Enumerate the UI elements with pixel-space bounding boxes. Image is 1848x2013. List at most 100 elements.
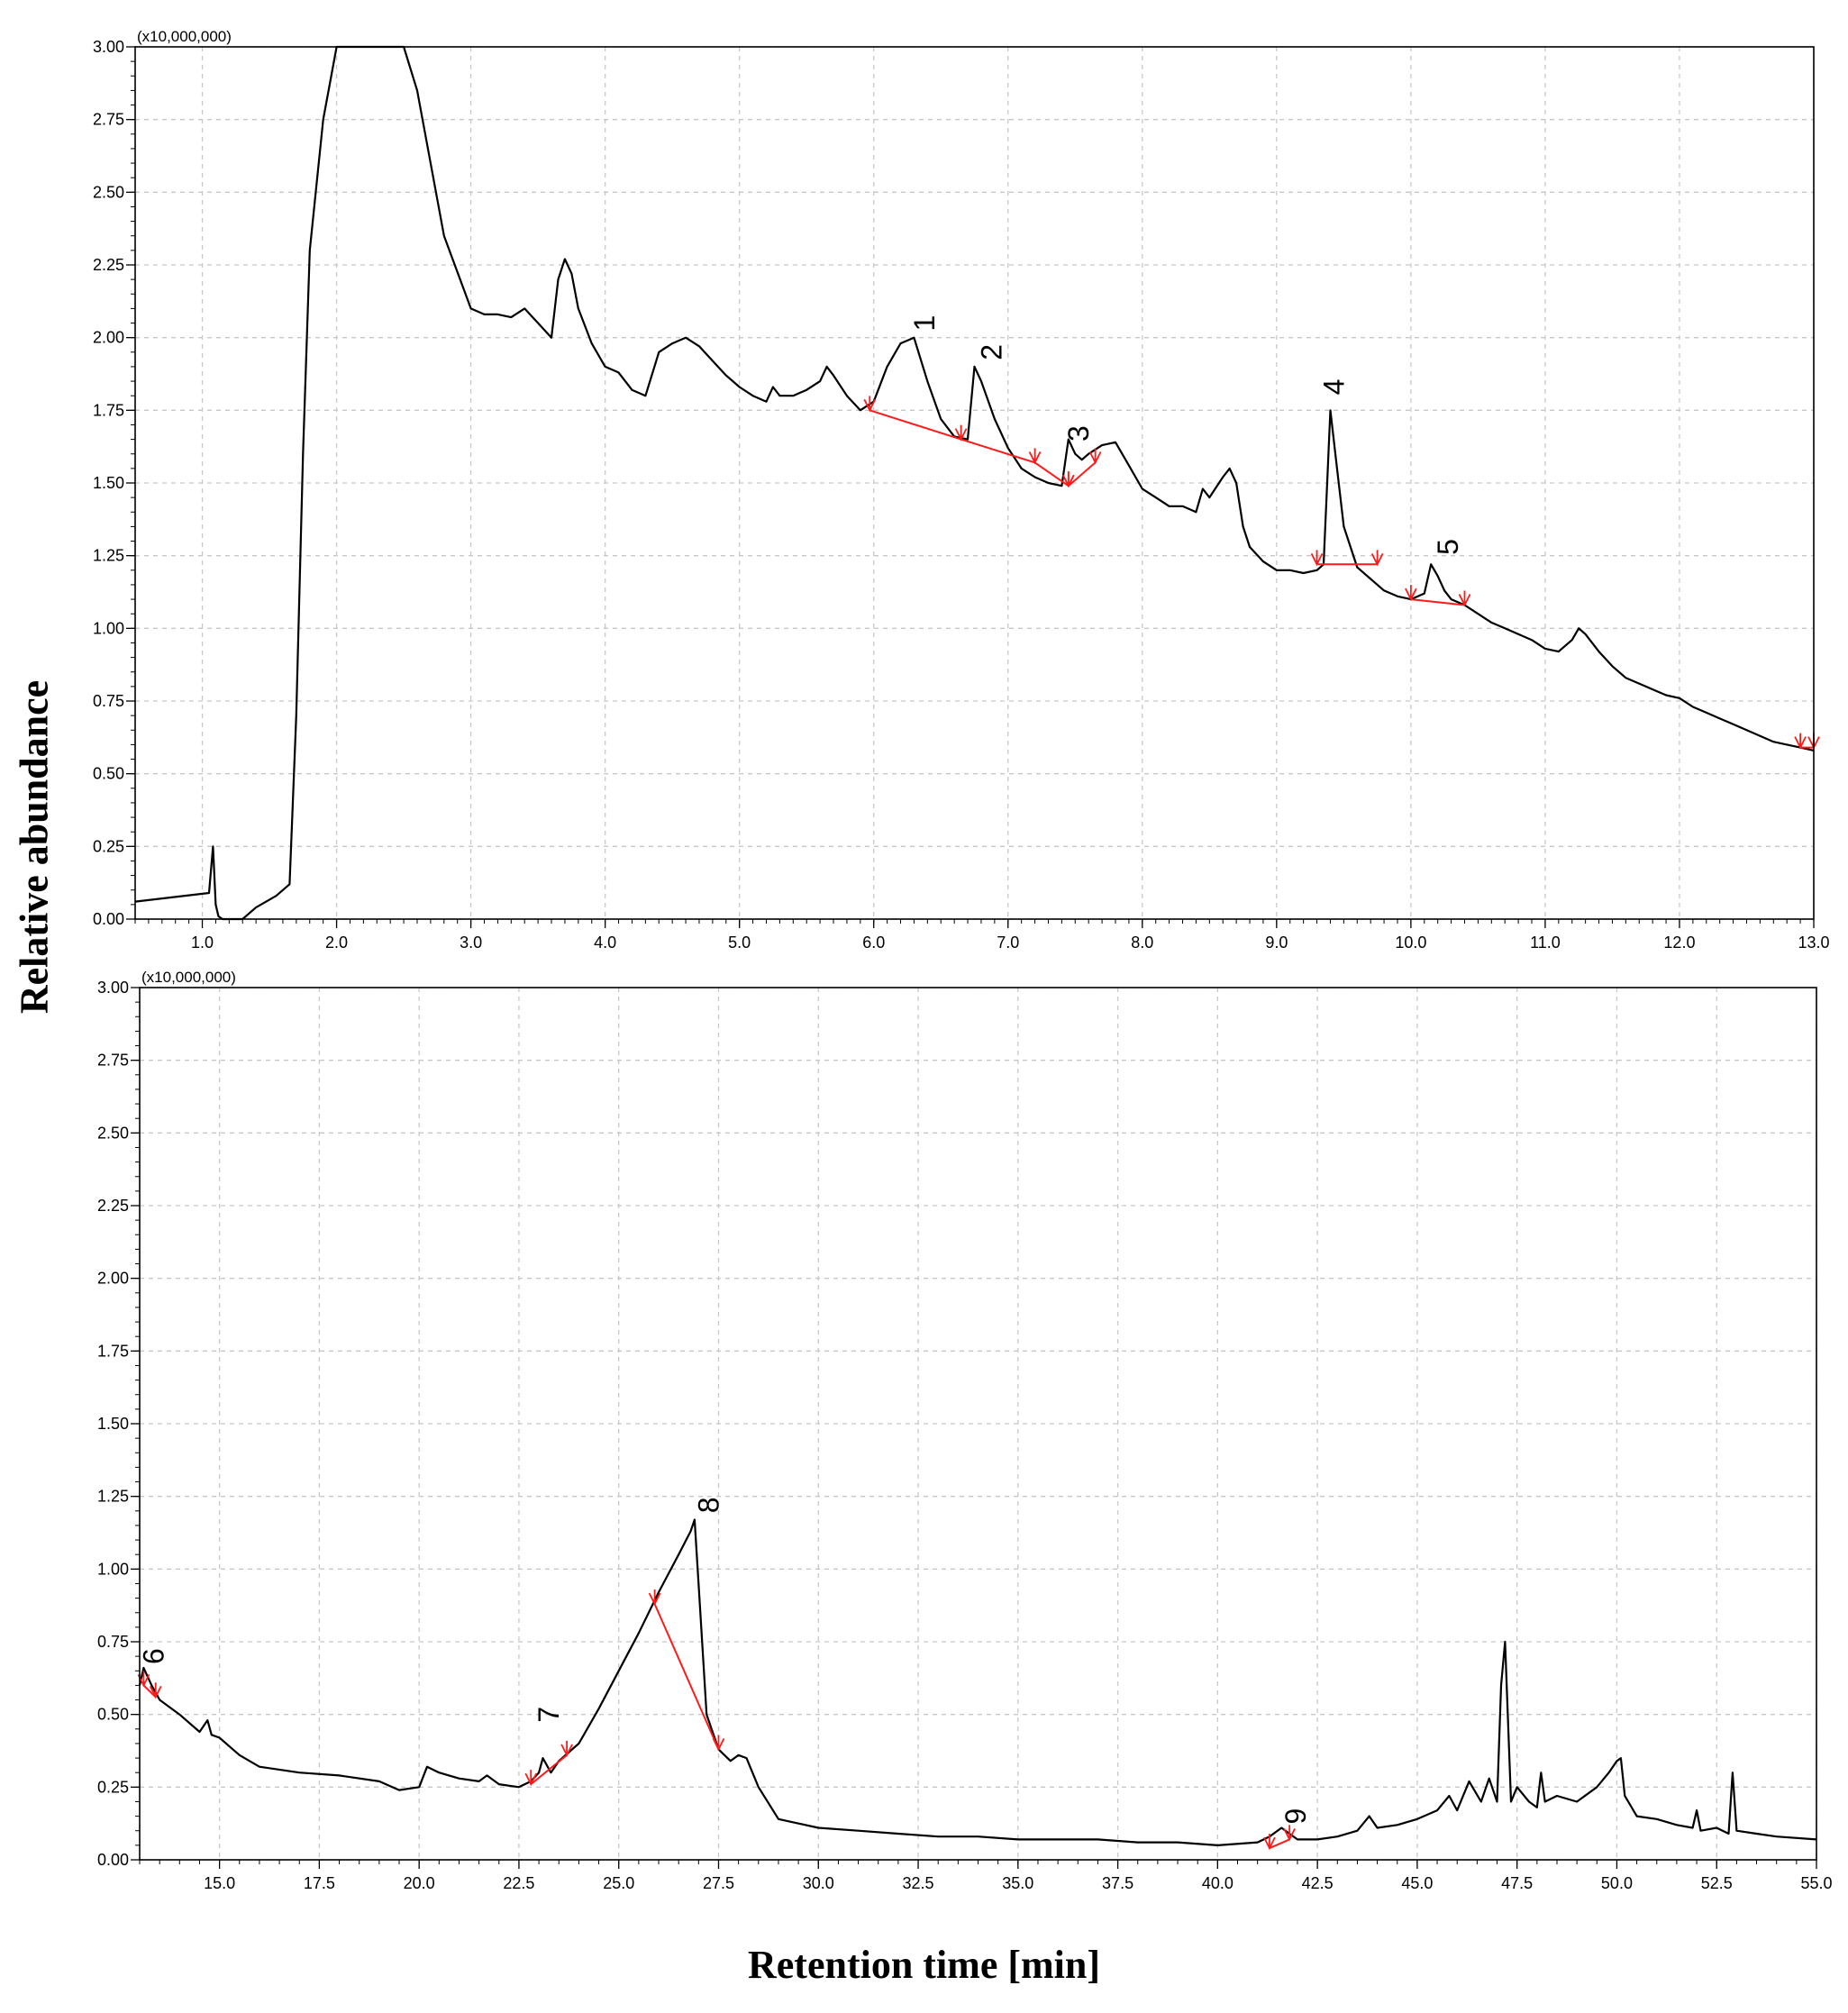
integration-marker	[1028, 448, 1042, 465]
integration-marker	[1310, 550, 1324, 567]
integration-marker	[149, 1682, 162, 1699]
x-tick-label: 37.5	[1102, 1874, 1133, 1892]
integration-marker	[1283, 1825, 1296, 1842]
y-tick-label: 2.75	[97, 1052, 129, 1070]
y-tick-label: 0.00	[93, 910, 124, 928]
x-tick-label: 42.5	[1302, 1874, 1334, 1892]
integration-baseline	[142, 1684, 157, 1699]
integration-marker	[863, 396, 877, 413]
integration-baseline	[869, 409, 1070, 487]
x-tick-label: 30.0	[803, 1874, 834, 1892]
y-tick-label: 3.00	[93, 38, 124, 56]
y-tick-label: 0.75	[97, 1633, 129, 1651]
x-tick-label: 45.0	[1401, 1874, 1433, 1892]
peak-label: 5	[1432, 539, 1464, 555]
x-tick-label: 50.0	[1601, 1874, 1633, 1892]
y-tick-label: 2.50	[97, 1124, 129, 1142]
x-tick-label: 1.0	[191, 934, 214, 952]
peak-label: 7	[533, 1707, 565, 1723]
y-axis-title-text: Relative abundance	[12, 679, 57, 1015]
y-tick-label: 2.25	[93, 256, 124, 274]
x-tick-label: 6.0	[862, 934, 885, 952]
integration-baseline	[653, 1603, 720, 1750]
x-axis-title: Retention time [min]	[747, 1943, 1100, 1987]
x-tick-label: 9.0	[1265, 934, 1288, 952]
integration-marker	[1370, 550, 1384, 567]
x-tick-label: 35.0	[1002, 1874, 1033, 1892]
y-tick-label: 2.75	[93, 111, 124, 129]
integration-marker	[1088, 448, 1102, 465]
integration-marker	[954, 424, 968, 442]
x-tick-label: 55.0	[1800, 1874, 1832, 1892]
x-tick-label: 7.0	[997, 934, 1019, 952]
integration-marker	[648, 1589, 661, 1607]
chromatogram-trace	[134, 45, 1815, 921]
x-tick-label: 12.0	[1663, 934, 1695, 952]
x-tick-label: 52.5	[1701, 1874, 1733, 1892]
y-tick-label: 1.00	[93, 619, 124, 637]
y-tick-label: 2.50	[93, 183, 124, 201]
y-tick-label: 1.25	[93, 547, 124, 565]
integration-marker	[1405, 585, 1417, 602]
peak-label: 3	[1062, 425, 1095, 442]
integration-marker	[712, 1735, 725, 1752]
x-tick-label: 10.0	[1395, 934, 1426, 952]
y-tick-label: 0.75	[93, 692, 124, 710]
y-multiplier-label: (x10,000,000)	[137, 28, 232, 45]
y-multiplier-label: (x10,000,000)	[141, 969, 236, 986]
x-tick-label: 47.5	[1501, 1874, 1533, 1892]
x-tick-label: 32.5	[903, 1874, 934, 1892]
plot-frame	[139, 987, 1817, 1861]
x-tick-label: 11.0	[1530, 934, 1561, 952]
peak-label: 8	[692, 1497, 724, 1513]
y-tick-label: 2.25	[97, 1197, 129, 1215]
x-tick-label: 25.0	[603, 1874, 634, 1892]
integration-marker	[560, 1740, 573, 1757]
integration-baseline	[530, 1754, 568, 1785]
x-tick-label: 5.0	[728, 934, 751, 952]
peak-label: 4	[1317, 379, 1350, 396]
y-tick-label: 1.25	[97, 1488, 129, 1506]
y-tick-label: 0.25	[97, 1778, 129, 1796]
peak-label: 1	[908, 315, 941, 332]
y-tick-label: 3.00	[97, 979, 129, 997]
x-tick-label: 3.0	[460, 934, 482, 952]
integration-marker	[1062, 471, 1075, 488]
integration-baseline	[1068, 461, 1097, 487]
x-tick-label: 4.0	[594, 934, 616, 952]
y-tick-label: 1.75	[97, 1342, 129, 1360]
x-tick-label: 13.0	[1798, 934, 1829, 952]
integration-marker	[524, 1770, 538, 1787]
y-tick-label: 2.00	[93, 329, 124, 347]
y-tick-label: 1.75	[93, 401, 124, 419]
y-tick-label: 1.50	[93, 474, 124, 492]
chart-panel-top: 0.00 0.25 0.50 0.75 1.00 1.25 1.50 1.75 2.00 2.25…	[93, 28, 1830, 952]
x-tick-label: 15.0	[204, 1874, 235, 1892]
peak-label: 9	[1279, 1808, 1312, 1825]
x-tick-label: 2.0	[325, 934, 348, 952]
y-tick-label: 0.00	[97, 1851, 129, 1869]
y-tick-label: 0.50	[93, 765, 124, 783]
y-tick-label: 1.00	[97, 1560, 129, 1578]
x-tick-label: 20.0	[404, 1874, 435, 1892]
plot-frame	[134, 46, 1815, 920]
integration-baseline	[1269, 1838, 1290, 1850]
y-tick-label: 2.00	[97, 1270, 129, 1288]
integration-marker	[1794, 733, 1807, 750]
peak-label: 6	[138, 1648, 170, 1664]
x-tick-label: 22.5	[503, 1874, 534, 1892]
integration-marker	[1458, 590, 1471, 607]
x-tick-label: 17.5	[304, 1874, 335, 1892]
y-tick-label: 0.50	[97, 1706, 129, 1724]
y-tick-label: 1.50	[97, 1415, 129, 1433]
x-tick-label: 40.0	[1202, 1874, 1234, 1892]
peak-label: 2	[975, 344, 1007, 360]
chromatogram-trace	[138, 1518, 1817, 1847]
x-tick-label: 27.5	[703, 1874, 734, 1892]
integration-baseline	[1410, 598, 1465, 606]
chart-panel-bottom: 0.00 0.25 0.50 0.75 1.00 1.25 1.50 1.75 2.00 2.25…	[97, 969, 1833, 1892]
y-tick-label: 0.25	[93, 837, 124, 855]
integration-marker	[1263, 1834, 1276, 1851]
x-tick-label: 8.0	[1131, 934, 1153, 952]
